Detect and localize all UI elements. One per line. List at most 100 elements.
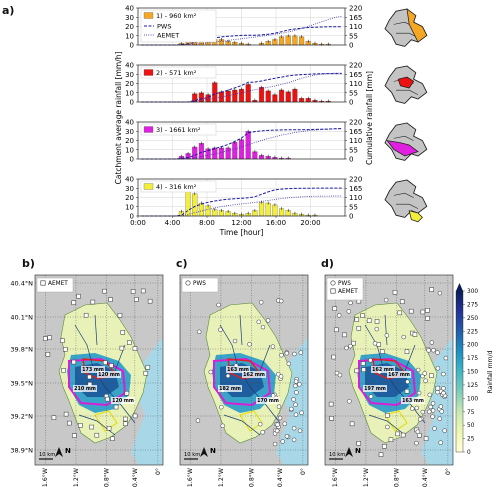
aemet-station-marker (147, 298, 153, 304)
pws-station-marker (427, 409, 432, 415)
aemet-station-marker (63, 411, 69, 417)
y-tick-label: 40 (125, 5, 134, 13)
map-lat-label: 38.9°N (10, 447, 33, 455)
north-arrow-icon (55, 447, 63, 457)
catchment-highlight (406, 8, 428, 43)
y-right-tick-label: 220 (349, 62, 362, 70)
catchment-silhouettes (384, 8, 428, 223)
pws-station-marker (368, 394, 374, 399)
pws-station-marker (441, 386, 446, 391)
map-lon-label: 0° (444, 468, 452, 475)
y-tick-label: 30 (125, 128, 134, 136)
catchment-4-outline (94, 410, 118, 432)
catchment-rain-label: 162 mm (372, 367, 394, 373)
aemet-station-marker (127, 340, 132, 345)
map-lon-label: 1.2°W (362, 468, 370, 487)
y-tick-label: 0 (130, 42, 134, 50)
scale-label: 10 km (329, 452, 345, 458)
colorbar-tick-label: 300 (467, 289, 478, 295)
pws-station-marker (368, 358, 373, 363)
pws-station-marker (284, 434, 290, 439)
aemet-station-marker (354, 317, 360, 322)
aemet-station-marker (408, 308, 414, 314)
y-axis-title: Catchment average rainfall [mm/h] (114, 52, 123, 185)
y-right-tick-label: 110 (349, 137, 362, 145)
aemet-station-marker (356, 441, 361, 446)
pws-station-marker (346, 309, 352, 314)
aemet-station-marker (113, 404, 119, 410)
pws-station-marker (442, 428, 447, 433)
pws-station-marker (275, 422, 280, 427)
pws-station-marker (279, 352, 284, 358)
y-tick-label: 10 (125, 32, 134, 40)
y-right-tick-label: 0 (349, 99, 353, 107)
aemet-station-marker (67, 420, 72, 426)
map-legend-label: PWS (338, 281, 351, 287)
bar (218, 147, 225, 160)
map-legend-label: AEMET (338, 289, 358, 295)
aemet-station-marker (331, 354, 336, 360)
bar (245, 84, 251, 103)
pws-station-marker (420, 409, 426, 415)
aemet-station-marker (110, 436, 115, 442)
bar (279, 89, 285, 103)
pws-station-marker (426, 348, 431, 353)
y-right-tick-label: 165 (349, 14, 362, 22)
y-tick-label: 10 (125, 146, 134, 154)
bar (272, 204, 278, 217)
aemet-station-marker (117, 313, 123, 318)
x-tick-label: 12:00 (231, 219, 251, 227)
pws-station-marker (298, 350, 304, 355)
colorbar-tick-label: 25 (467, 437, 475, 443)
aemet-station-marker (124, 391, 130, 396)
map-lon-label: 0.8°W (248, 468, 256, 487)
x-tick-label: 20:00 (300, 219, 320, 227)
bar (218, 91, 225, 103)
bar (292, 88, 298, 103)
x-axis-title: Time [hour] (219, 228, 264, 237)
colorbar-tick-label: 200 (467, 343, 478, 349)
y-right-tick-label: 220 (349, 176, 362, 184)
catchment-rain-label: 167 mm (388, 372, 410, 378)
aemet-station-marker (60, 338, 65, 343)
aemet-station-marker (119, 345, 125, 351)
aemet-station-marker (435, 385, 441, 391)
pws-station-marker (208, 369, 214, 375)
aemet-station-marker (420, 309, 426, 315)
north-label: N (355, 447, 361, 455)
bar (225, 147, 231, 160)
bar (205, 205, 211, 217)
pws-station-marker (428, 404, 433, 410)
aemet-station-marker (412, 332, 418, 337)
map-lat-label: 40.4°N (10, 280, 33, 288)
map-legend-label: AEMET (48, 281, 68, 287)
pws-station-marker (372, 341, 378, 346)
aemet-station-marker (351, 340, 356, 346)
colorbar: 3002752502252001751501251007550250Rainfa… (455, 283, 494, 456)
legend-pws-label: PWS (157, 23, 171, 31)
catchment-rain-label: 163 mm (402, 398, 424, 404)
pws-station-marker (441, 371, 446, 377)
catchment-rain-label-bg (371, 366, 395, 373)
pws-station-marker (218, 327, 223, 332)
bar (192, 193, 198, 217)
aemet-station-marker (47, 335, 52, 340)
pws-station-marker (431, 347, 436, 353)
bar (225, 90, 231, 103)
aemet-station-marker (51, 415, 57, 420)
legend-box (140, 66, 217, 79)
pws-station-marker (348, 343, 353, 349)
pws-station-marker (286, 361, 292, 367)
aemet-station-marker (328, 401, 334, 407)
pws-station-marker (344, 345, 349, 351)
pws-station-marker (437, 290, 443, 296)
legend: 2) - 571 km² (140, 66, 217, 79)
pws-station-marker (430, 414, 435, 419)
catchment-rain-label: 173 mm (82, 367, 104, 373)
bar (285, 91, 291, 103)
map-legend-pws-symbol (185, 280, 191, 286)
pws-station-marker (438, 404, 444, 409)
pws-station-marker (272, 441, 278, 447)
